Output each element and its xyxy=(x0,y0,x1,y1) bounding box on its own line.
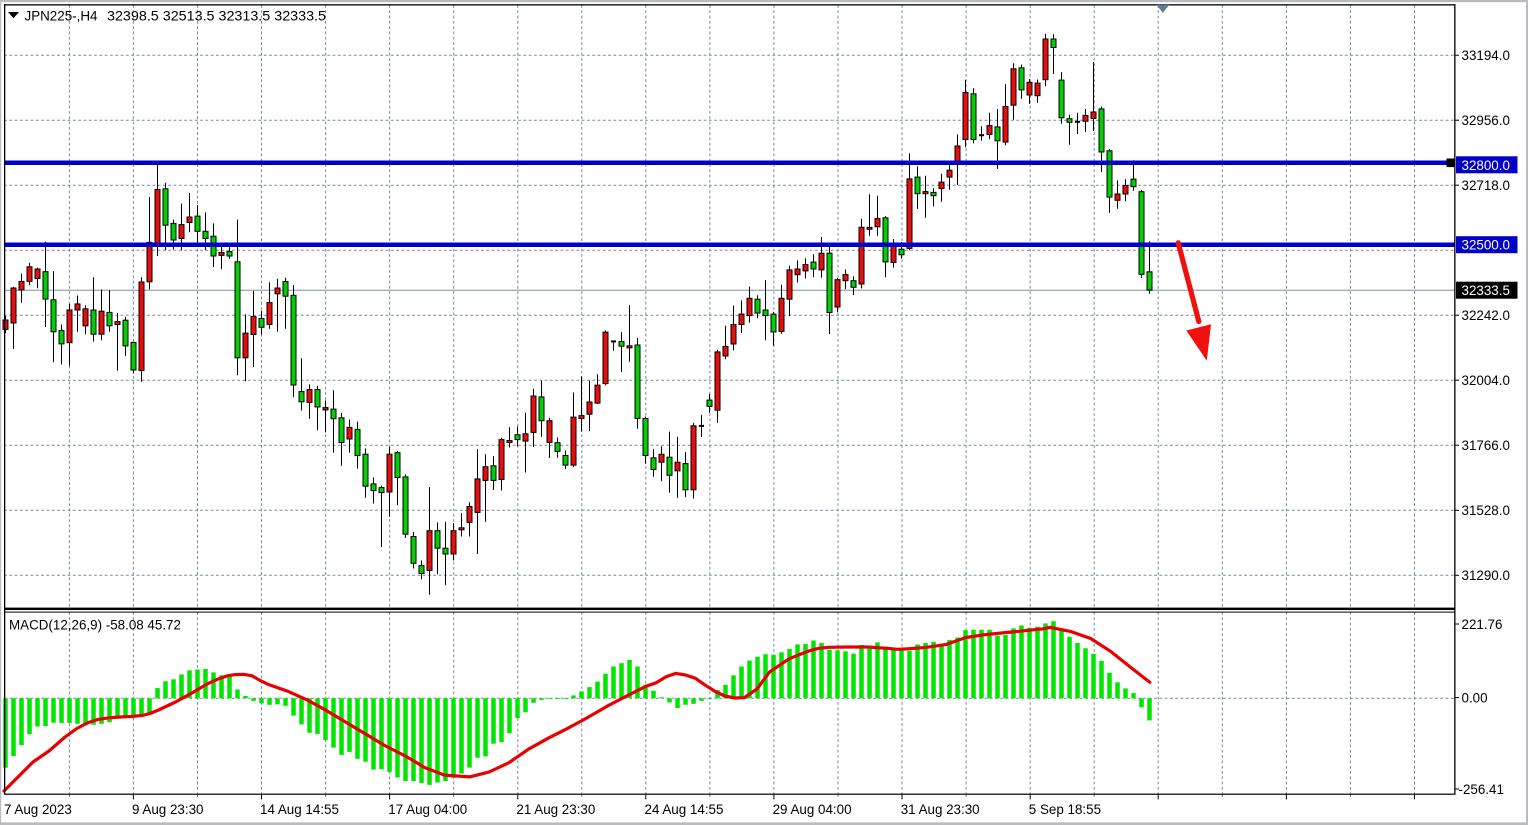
svg-text:7 Aug 2023: 7 Aug 2023 xyxy=(4,802,72,817)
svg-text:32242.0: 32242.0 xyxy=(1462,308,1510,323)
svg-text:21 Aug 23:30: 21 Aug 23:30 xyxy=(516,802,595,817)
svg-text:31 Aug 23:30: 31 Aug 23:30 xyxy=(901,802,980,817)
svg-text:31290.0: 31290.0 xyxy=(1462,568,1510,583)
svg-text:33194.0: 33194.0 xyxy=(1462,48,1510,63)
svg-text:0.00: 0.00 xyxy=(1462,690,1488,705)
svg-text:32800.0: 32800.0 xyxy=(1462,158,1510,173)
svg-text:9 Aug 23:30: 9 Aug 23:30 xyxy=(132,802,203,817)
svg-text:29 Aug 04:00: 29 Aug 04:00 xyxy=(773,802,852,817)
svg-text:221.76: 221.76 xyxy=(1462,617,1503,632)
svg-text:32718.0: 32718.0 xyxy=(1462,178,1510,193)
svg-text:17 Aug 04:00: 17 Aug 04:00 xyxy=(388,802,467,817)
svg-text:32500.0: 32500.0 xyxy=(1462,238,1510,253)
svg-text:14 Aug 14:55: 14 Aug 14:55 xyxy=(260,802,339,817)
svg-text:31528.0: 31528.0 xyxy=(1462,503,1510,518)
svg-text:32956.0: 32956.0 xyxy=(1462,113,1510,128)
svg-text:24 Aug 14:55: 24 Aug 14:55 xyxy=(645,802,724,817)
svg-text:32333.5: 32333.5 xyxy=(1462,283,1510,298)
svg-text:32004.0: 32004.0 xyxy=(1462,373,1510,388)
svg-text:-256.41: -256.41 xyxy=(1459,782,1504,797)
svg-text:32398.5 32513.5 32313.5 32333.: 32398.5 32513.5 32313.5 32333.5 xyxy=(107,8,326,23)
svg-text:MACD(12,26,9) -58.08 45.72: MACD(12,26,9) -58.08 45.72 xyxy=(9,618,181,633)
svg-text:5 Sep 18:55: 5 Sep 18:55 xyxy=(1029,802,1101,817)
svg-text:31766.0: 31766.0 xyxy=(1462,438,1510,453)
svg-text:JPN225-,H4: JPN225-,H4 xyxy=(25,8,98,23)
